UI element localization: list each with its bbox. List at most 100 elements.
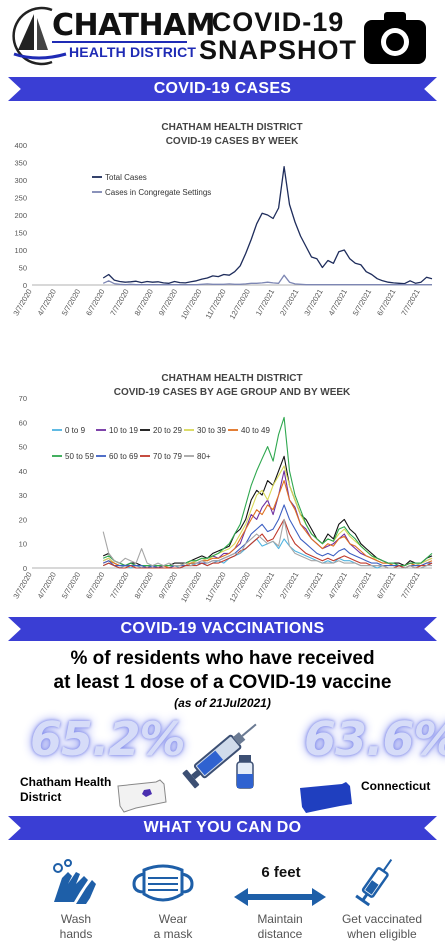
- x-tick-label: 3/7/2021: [302, 571, 324, 601]
- vaccination-heading-line2: at least 1 dose of a COVID-19 vaccine: [53, 672, 392, 693]
- x-tick-label: 3/7/2020: [11, 288, 33, 318]
- y-tick-label: 40: [19, 467, 27, 476]
- x-tick-label: 1/7/2021: [254, 288, 276, 318]
- x-tick-label: 8/7/2020: [133, 288, 155, 318]
- chd-label: Chatham Health District: [20, 775, 111, 805]
- y-tick-label: 60: [19, 418, 27, 427]
- x-tick-label: 10/7/2020: [179, 571, 203, 604]
- x-tick-label: 5/7/2021: [351, 288, 373, 318]
- x-tick-label: 5/7/2020: [60, 288, 82, 318]
- logo-subtitle: HEALTH DISTRICT: [69, 44, 197, 60]
- action-label-wear-mask: Wear a mask: [123, 912, 223, 942]
- camera-icon: [364, 12, 426, 64]
- x-tick-label: 9/7/2020: [157, 288, 179, 318]
- x-tick-label: 2/7/2021: [278, 288, 300, 318]
- action-label-wash-hands: Wash hands: [26, 912, 126, 942]
- y-tick-label: 200: [14, 211, 27, 220]
- x-tick-label: 12/7/2020: [228, 288, 252, 321]
- section-banner-what-you-can-do: WHAT YOU CAN DO: [8, 816, 437, 840]
- y-tick-label: 300: [14, 176, 27, 185]
- y-tick-label: 70: [19, 394, 27, 403]
- syringe-icon: [355, 858, 393, 907]
- legend-label: 50 to 59: [65, 452, 94, 461]
- chart-title: CHATHAM HEALTH DISTRICT: [161, 373, 302, 384]
- legend-label: Cases in Congregate Settings: [105, 188, 211, 197]
- vaccinated-line1: Get vaccinated: [341, 912, 423, 926]
- x-tick-label: 9/7/2020: [157, 571, 179, 601]
- legend-label: 20 to 29: [153, 426, 182, 435]
- legend-label: 0 to 9: [65, 426, 86, 435]
- vaccine-vial-icon: [236, 755, 254, 789]
- y-tick-label: 0: [23, 564, 27, 573]
- x-tick-label: 7/7/2020: [108, 288, 130, 318]
- section-banner-cases: COVID-19 CASES: [8, 77, 437, 101]
- logo-name: CHATHAM: [52, 8, 216, 43]
- x-tick-label: 5/7/2020: [60, 571, 82, 601]
- x-tick-label: 10/7/2020: [179, 288, 203, 321]
- title-line1: COVID-19: [211, 7, 345, 37]
- x-tick-label: 11/7/2020: [204, 288, 228, 321]
- series-line-50-to-59: [102, 416, 433, 567]
- mask-line2: a mask: [153, 927, 193, 941]
- series-line-total-cases: [102, 166, 433, 285]
- series-line-60-to-69: [102, 504, 432, 569]
- page-title: COVID-19 SNAPSHOT: [198, 8, 358, 64]
- y-tick-label: 50: [19, 264, 27, 273]
- series-line-cases-in-congregate-settings: [102, 274, 432, 286]
- y-tick-label: 400: [14, 141, 27, 150]
- cases-by-age-chart: CHATHAM HEALTH DISTRICT COVID-19 CASES BY…: [11, 373, 433, 604]
- distance-line1: Maintain: [257, 912, 303, 926]
- y-tick-label: 20: [19, 515, 27, 524]
- section-banner-vaccinations: COVID-19 VACCINATIONS: [8, 617, 437, 641]
- y-tick-label: 50: [19, 443, 27, 452]
- x-tick-label: 6/7/2020: [84, 571, 106, 601]
- cases-by-week-chart: CHATHAM HEALTH DISTRICT COVID-19 CASES BY…: [11, 122, 433, 321]
- y-tick-label: 100: [14, 246, 27, 255]
- x-tick-label: 4/7/2021: [327, 571, 349, 601]
- vaccine-syringe-icon: [182, 723, 257, 789]
- series-line-10-to-19: [102, 470, 433, 569]
- chatham-logo-mark: [12, 6, 67, 66]
- action-label-get-vaccinated: Get vaccinated when eligible: [332, 912, 432, 942]
- mask-icon: [132, 864, 194, 902]
- y-tick-label: 0: [23, 281, 27, 290]
- legend-label: 30 to 39: [197, 426, 226, 435]
- series-line-80-: [102, 518, 432, 569]
- vaccination-as-of: (as of 21Jul2021): [174, 696, 271, 710]
- chd-label-line1: Chatham Health: [20, 775, 112, 789]
- x-tick-label: 7/7/2021: [399, 288, 421, 318]
- x-tick-label: 5/7/2021: [351, 571, 373, 601]
- y-tick-label: 350: [14, 159, 27, 168]
- chd-vaccination-pct: 65.2%: [30, 712, 186, 766]
- title-line2: SNAPSHOT: [198, 35, 358, 65]
- x-tick-label: 11/7/2020: [204, 571, 228, 604]
- wash-line2: hands: [59, 927, 93, 941]
- legend-label: 10 to 19: [109, 426, 138, 435]
- series-line-20-to-29: [102, 455, 433, 567]
- x-tick-label: 2/7/2021: [278, 571, 300, 601]
- legend-label: Total Cases: [105, 173, 147, 182]
- x-tick-label: 3/7/2020: [11, 571, 33, 601]
- connecticut-map-ct-icon: [300, 782, 352, 813]
- wash-line1: Wash: [60, 912, 92, 926]
- vaccination-heading-line1: % of residents who have received: [70, 648, 375, 669]
- chart-subtitle: COVID-19 CASES BY WEEK: [166, 136, 299, 147]
- chart-title: CHATHAM HEALTH DISTRICT: [161, 122, 302, 133]
- distance-arrow-icon: [234, 888, 326, 906]
- x-tick-label: 6/7/2020: [84, 288, 106, 318]
- x-tick-label: 3/7/2021: [302, 288, 324, 318]
- connecticut-map-chd-icon: [117, 779, 167, 813]
- ct-label: Connecticut: [361, 779, 431, 793]
- x-tick-label: 8/7/2020: [133, 571, 155, 601]
- x-tick-label: 7/7/2021: [399, 571, 421, 601]
- series-line-40-to-49: [102, 480, 433, 569]
- x-tick-label: 7/7/2020: [108, 571, 130, 601]
- y-tick-label: 150: [14, 229, 27, 238]
- y-tick-label: 10: [19, 540, 27, 549]
- chart-subtitle: COVID-19 CASES BY AGE GROUP AND BY WEEK: [114, 387, 351, 398]
- vaccinated-line2: when eligible: [347, 927, 417, 941]
- hand-washing-icon: [53, 859, 96, 904]
- distance-line2: distance: [257, 927, 303, 941]
- x-tick-label: 6/7/2021: [375, 571, 397, 601]
- chd-label-line2: District: [20, 790, 62, 804]
